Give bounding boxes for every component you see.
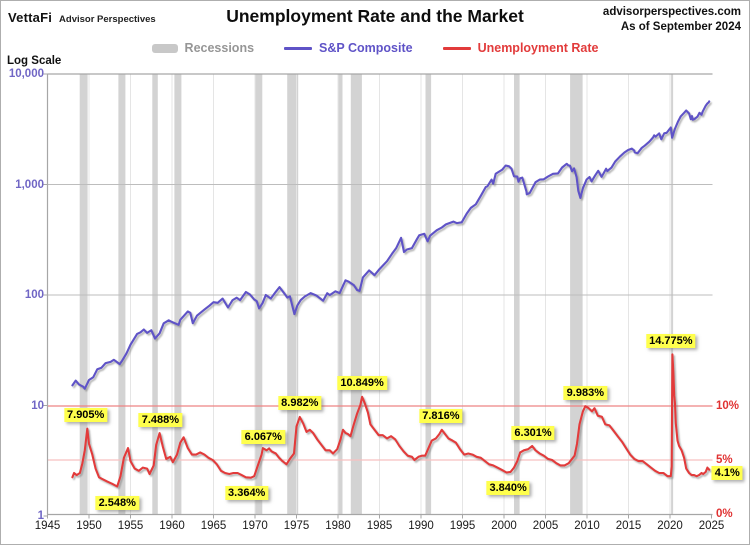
recession-bar <box>338 74 343 515</box>
recession-bar <box>79 74 88 515</box>
data-series <box>71 100 711 488</box>
unemployment-line-swatch-icon <box>442 46 471 50</box>
legend-recessions-label: Recessions <box>184 41 255 55</box>
vettafi-logo: VettaFi Advisor Perspectives <box>8 9 156 27</box>
recession-bar <box>254 74 263 515</box>
sp-composite-line <box>71 100 711 390</box>
recession-bar <box>118 74 126 515</box>
axis-frame <box>43 73 713 519</box>
source-block: advisorperspectives.com As of September … <box>603 5 741 35</box>
unemployment-rate-line <box>71 353 711 488</box>
recession-bar <box>350 74 362 515</box>
chart-title: Unemployment Rate and the Market <box>226 6 524 26</box>
recession-bar <box>287 74 299 515</box>
legend-item-unemployment: Unemployment Rate <box>442 41 599 55</box>
recession-bar <box>152 74 158 515</box>
legend-item-recessions: Recessions <box>151 41 255 55</box>
vettafi-logo-text: VettaFi <box>8 10 53 25</box>
recession-bar <box>514 74 520 515</box>
recession-bars <box>79 74 674 515</box>
recession-bar <box>425 74 432 515</box>
log-scale-label: Log Scale <box>7 55 62 67</box>
recession-swatch-icon <box>151 43 178 53</box>
gridlines <box>47 74 713 515</box>
source-url: advisorperspectives.com <box>602 6 741 18</box>
recession-bar <box>671 74 674 515</box>
sp-line-swatch-icon <box>284 46 313 50</box>
chart-legend: Recessions S&P Composite Unemployment Ra… <box>0 40 750 56</box>
recession-bar <box>174 74 182 515</box>
legend-sp-label: S&P Composite <box>319 41 413 55</box>
as-of-date: As of September 2024 <box>620 21 741 33</box>
legend-unemployment-label: Unemployment Rate <box>477 41 599 55</box>
legend-item-sp-composite: S&P Composite <box>284 41 413 55</box>
advisor-perspectives-text: Advisor Perspectives <box>59 14 156 25</box>
